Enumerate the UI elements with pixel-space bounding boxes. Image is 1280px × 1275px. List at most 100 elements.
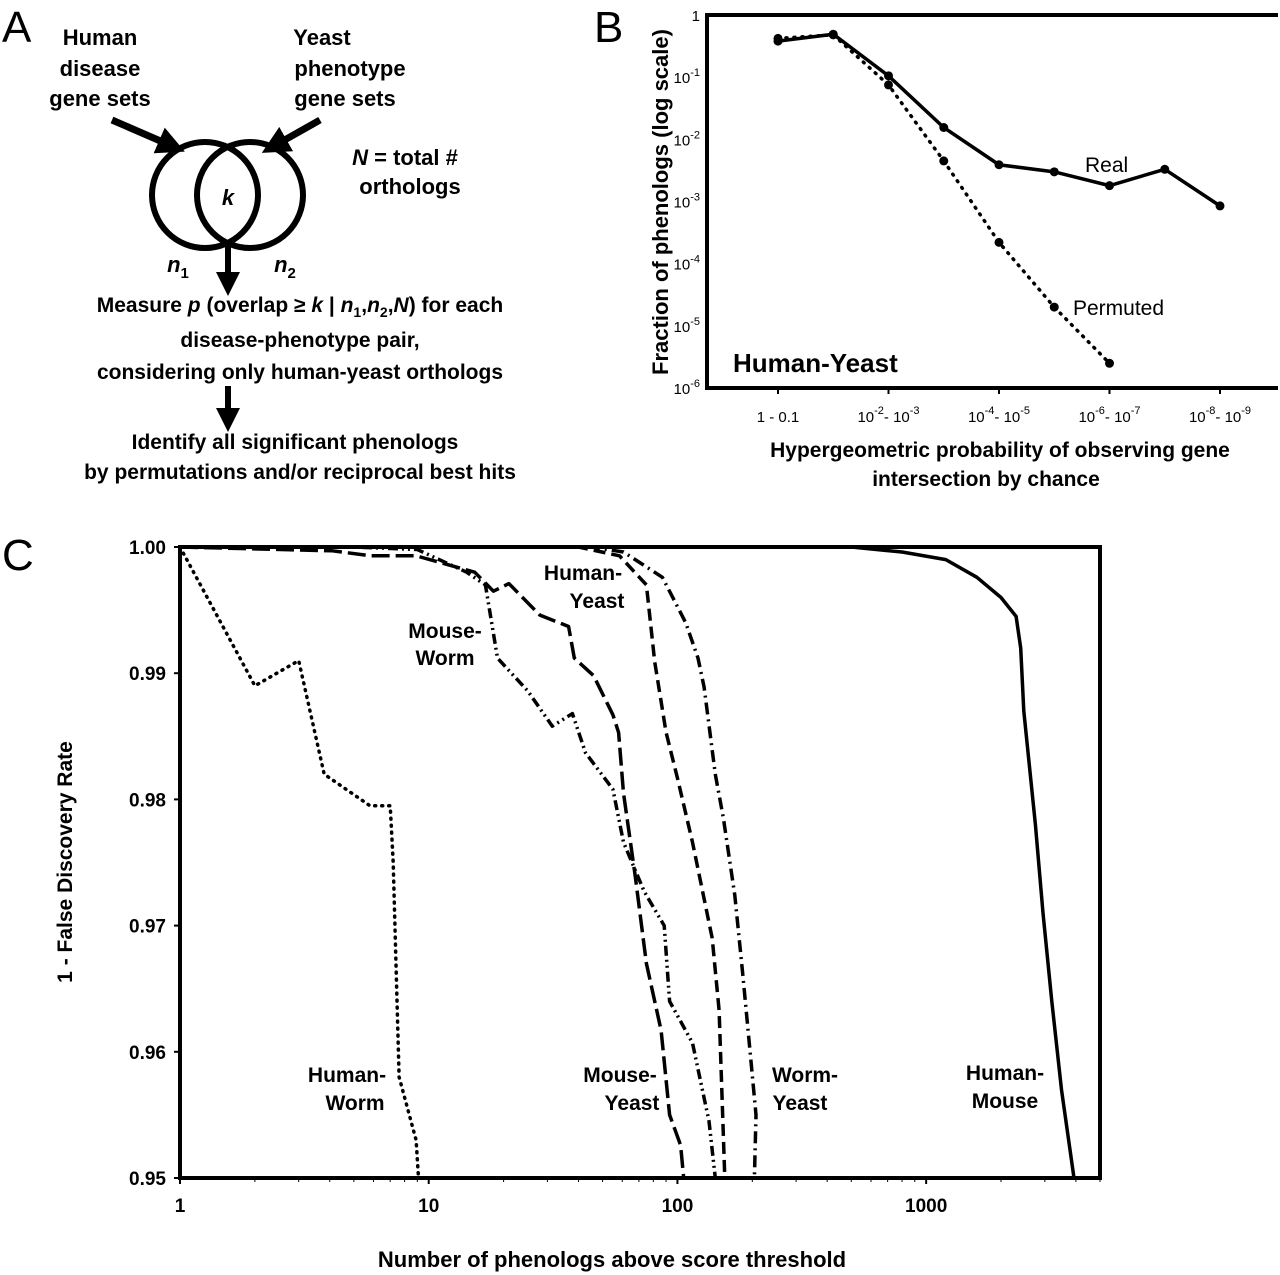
seg: N [394, 294, 410, 317]
tick-base: 10 [674, 381, 691, 398]
overlap-k: k [222, 185, 236, 210]
identify-line2: by permutations and/or reciprocal best h… [84, 461, 516, 484]
seg: , [388, 294, 394, 317]
panel-b-xtick-label: 10-6- 10-7 [1078, 405, 1140, 426]
n2-base: n [274, 252, 287, 277]
panel-b-ylabel: Fraction of phenologs (log scale) [648, 29, 673, 375]
tick-part: - 10 [1215, 409, 1241, 426]
human-sets-line2: disease [60, 56, 141, 81]
series-line-worm-yeast [180, 545, 758, 1179]
panel-b-ytick-label: 10-3 [674, 192, 700, 212]
human-sets-line1: Human [63, 25, 138, 50]
seg: n [367, 294, 380, 317]
seg: 2 [380, 304, 388, 320]
panel-b-xlabel-line1: Hypergeometric probability of observing … [770, 439, 1230, 462]
total-n: N [352, 145, 369, 170]
tick-sup: -1 [690, 67, 700, 79]
human-set-circle [149, 139, 261, 251]
data-point-permuted [1049, 302, 1059, 312]
panel-label-b: B [594, 3, 623, 52]
panel-b-annotation: Human-Yeast [733, 348, 898, 378]
tick-sup: -2 [690, 129, 700, 141]
series-label-human-mouse: Mouse [972, 1090, 1039, 1113]
tick-base: 10 [674, 257, 691, 274]
panel-b-xtick-label: 10-2- 10-3 [857, 405, 919, 426]
tick-part: 10 [857, 409, 874, 426]
seg: ) for each [409, 294, 504, 317]
panel-c-xtick-label: 1 [175, 1196, 186, 1217]
seg: (overlap ≥ [201, 294, 312, 317]
tick-sup: -7 [1131, 405, 1141, 417]
seg: k [311, 294, 324, 317]
panel-c-xtick-label: 100 [662, 1196, 694, 1217]
series-label-worm-yeast: Yeast [773, 1092, 828, 1115]
series-label-mouse-yeast: Mouse- [583, 1064, 657, 1087]
seg: n [341, 294, 354, 317]
n1-base: n [167, 252, 180, 277]
measure-line2: disease-phenotype pair, [180, 329, 419, 352]
panel-c-ytick-label: 0.97 [129, 917, 166, 938]
seg: 1 [353, 304, 361, 320]
series-line-mouse-worm [180, 545, 718, 1179]
data-point-permuted [994, 237, 1004, 247]
tick-part: - 10 [994, 409, 1020, 426]
tick-sup: -4 [690, 254, 700, 266]
tick-base: 10 [674, 195, 691, 212]
tick-sup: -4 [985, 405, 995, 417]
n1-label: n1 [167, 252, 189, 282]
seg: , [361, 294, 367, 317]
tick-sup: -3 [690, 192, 700, 204]
panel-b-ytick-label: 10-4 [674, 254, 700, 274]
series-label-human-worm: Worm [325, 1092, 384, 1115]
panel-b-xtick-label: 1 - 0.1 [757, 409, 800, 426]
panel-c-xtick-label: 1000 [905, 1196, 947, 1217]
data-point-permuted [884, 80, 893, 90]
series-label-mouse-worm: Worm [415, 647, 474, 670]
tick-part: - 10 [884, 409, 910, 426]
series-label-human-yeast: Yeast [570, 590, 625, 613]
panel-b-xtick-label: 10-8- 10-9 [1189, 405, 1251, 426]
data-point-permuted [939, 156, 949, 166]
data-point-real [939, 123, 949, 133]
tick-base: 1 [692, 8, 700, 25]
tick-sup: -8 [1206, 405, 1216, 417]
arrow-human [110, 116, 185, 154]
tick-base: 10 [674, 70, 691, 87]
series-label-human-worm: Human- [308, 1064, 386, 1087]
measure-line3: considering only human-yeast orthologs [97, 361, 503, 384]
panel-c-ytick-label: 1.00 [129, 538, 166, 559]
tick-part: - 10 [1105, 409, 1131, 426]
panel-c-chart: 1 - False Discovery Rate Number of pheno… [54, 538, 1102, 1272]
yeast-sets-line3: gene sets [294, 86, 396, 111]
n2-sub: 2 [288, 265, 296, 282]
tick-base: 10 [674, 319, 691, 336]
yeast-sets-line2: phenotype [294, 56, 405, 81]
yeast-set-circle [194, 139, 306, 251]
series-label-human-yeast: Human- [544, 562, 622, 585]
data-point-permuted [1105, 358, 1114, 368]
data-point-permuted [828, 30, 838, 40]
data-point-real [884, 71, 893, 81]
tick-sup: -3 [910, 405, 920, 417]
panel-b-xlabel-line2: intersection by chance [872, 468, 1100, 491]
data-point-real [1215, 201, 1225, 211]
panel-b-ytick-label: 10-6 [674, 378, 700, 398]
total-orthologs-line2: orthologs [359, 174, 460, 199]
panel-b-ytick-label: 10-2 [674, 129, 700, 149]
panel-c-ytick-label: 0.99 [129, 664, 166, 685]
panel-b-ytick-label: 1 [692, 8, 700, 25]
series-label-real: Real [1085, 154, 1128, 177]
panel-b-xtick-label: 10-4- 10-5 [968, 405, 1030, 426]
series-line-permuted [776, 33, 1112, 366]
human-sets-line3: gene sets [49, 86, 151, 111]
data-point-real [1049, 167, 1059, 177]
n2-label: n2 [274, 252, 296, 282]
panel-c-ytick-label: 0.95 [129, 1169, 166, 1190]
yeast-sets-line1: Yeast [293, 25, 351, 50]
tick-sup: -5 [1020, 405, 1030, 417]
tick-part: 10 [968, 409, 985, 426]
data-point-permuted [773, 33, 783, 43]
tick-sup: -6 [690, 378, 700, 390]
panel-label-a: A [2, 3, 32, 52]
